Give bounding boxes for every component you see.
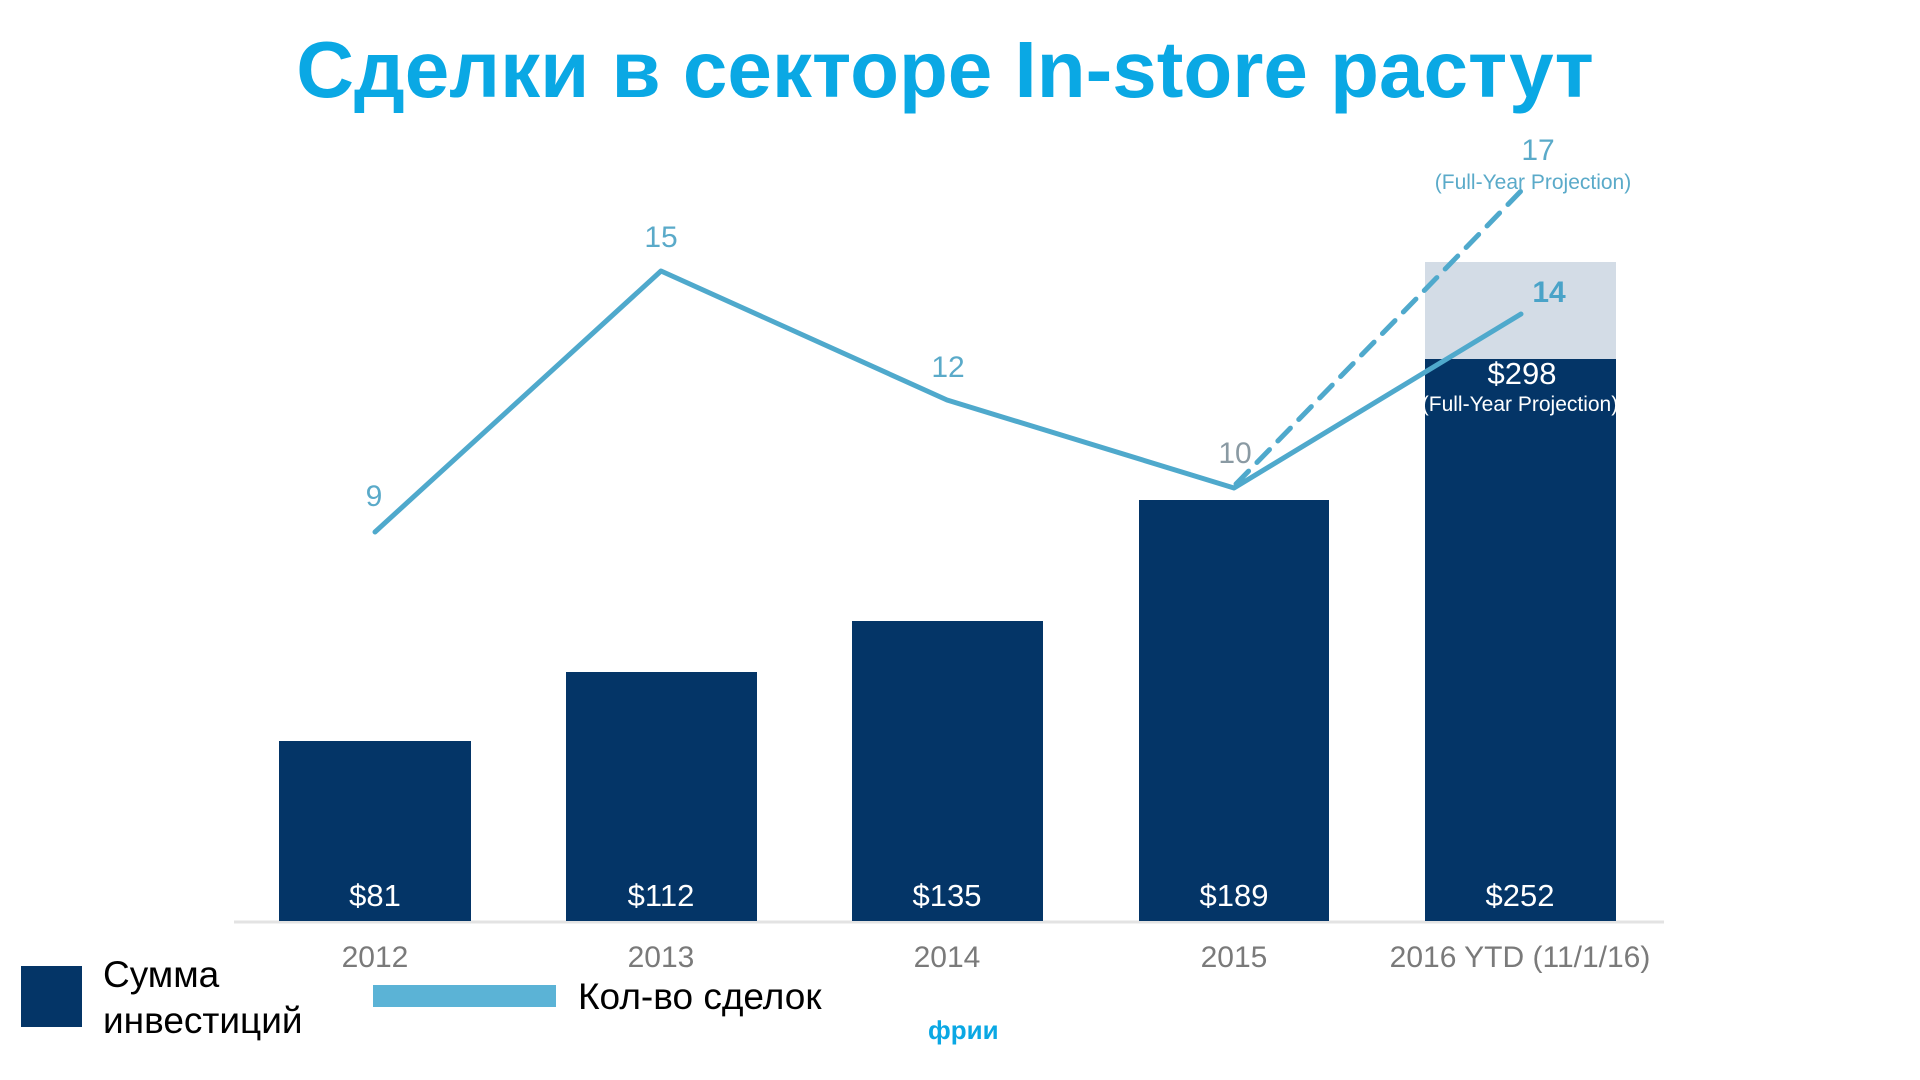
deals-projection-note: (Full-Year Projection) — [1434, 171, 1632, 194]
x-tick-2012: 2012 — [341, 941, 409, 974]
brand-logo: фрии — [928, 1015, 999, 1045]
legend-deals-swatch — [373, 985, 556, 1007]
x-tick-2014: 2014 — [913, 941, 981, 974]
bar-2014 — [852, 621, 1043, 921]
x-tick-2013: 2013 — [627, 941, 695, 974]
deals-projection-line — [1233, 187, 1525, 487]
legend-investment-line1: Сумма — [103, 954, 220, 995]
bar-value-2013: $112 — [627, 878, 695, 913]
bar-value-2012: $81 — [349, 878, 401, 913]
legend-investment-line2: инвестиций — [103, 1000, 303, 1041]
bar-value-2015: $189 — [1199, 878, 1269, 913]
bar-2016-projection — [1425, 262, 1616, 359]
bar-2016 — [1425, 359, 1616, 921]
x-tick-2015: 2015 — [1200, 941, 1268, 974]
bar-2015 — [1139, 500, 1329, 921]
bar-projection-value-2016: $298 — [1487, 356, 1557, 391]
bar-value-2014: $135 — [912, 878, 982, 913]
deals-label-2016: 14 — [1532, 276, 1566, 309]
chart-title: Сделки в секторе In-store растут — [296, 25, 1594, 114]
bar-2013 — [566, 672, 757, 921]
bar-value-2016: $252 — [1485, 878, 1555, 913]
deals-label-2014: 12 — [931, 351, 965, 384]
legend-investment-swatch — [21, 966, 82, 1027]
deals-label-2013: 15 — [644, 221, 678, 254]
deals-projection-label: 17 — [1521, 134, 1555, 167]
x-tick-2016: 2016 YTD (11/1/16) — [1389, 941, 1651, 974]
bar-2012 — [279, 741, 471, 921]
bar-projection-note-2016: (Full-Year Projection) — [1421, 393, 1619, 416]
deals-line — [372, 268, 1524, 535]
legend-investment-label: Сумма инвестиций — [103, 952, 303, 1044]
legend-deals-label: Кол-во сделок — [578, 976, 822, 1017]
deals-label-2015: 10 — [1218, 437, 1252, 470]
deals-label-2012: 9 — [365, 480, 383, 513]
